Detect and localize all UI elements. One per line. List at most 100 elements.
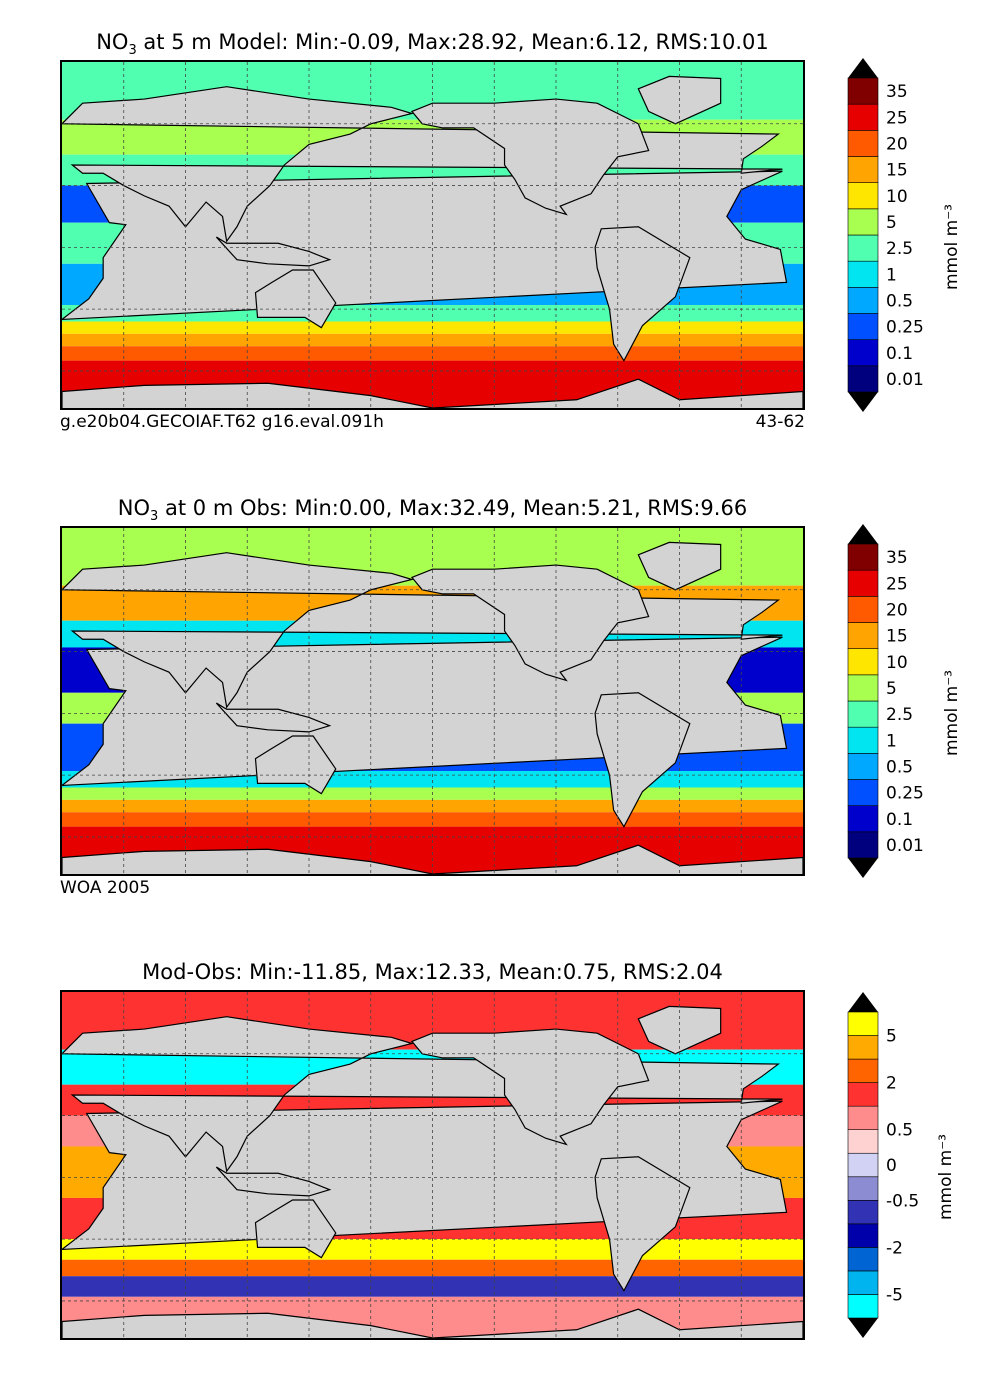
colorbar-tick-label: 2.5: [886, 705, 913, 725]
land-south-america: [594, 1156, 691, 1292]
colorbar-swatch: [847, 1270, 879, 1295]
model-panel: NO3 at 5 m Model: Min:-0.09, Max:28.92, …: [0, 30, 994, 470]
colorbar-swatch: [847, 1152, 879, 1178]
land-eurasia: [62, 1016, 783, 1173]
colorbar-swatch: [847, 130, 879, 157]
colorbar-tick-label: 5: [886, 213, 897, 233]
colorbar-swatch: [847, 156, 879, 183]
colorbar-extend-max: [848, 992, 878, 1012]
colorbar-swatch: [847, 543, 879, 571]
colorbar-swatch: [847, 1011, 879, 1036]
colorbar-tick-label: 0.5: [886, 1121, 913, 1141]
model-title: NO3 at 5 m Model: Min:-0.09, Max:28.92, …: [96, 30, 769, 59]
colorbar-tick-label: -2: [886, 1238, 903, 1258]
colorbar-tick-label: 10: [886, 187, 908, 207]
colorbar-swatch: [847, 753, 879, 780]
obs-colorbar-unit: mmol m⁻³: [942, 670, 962, 756]
colorbar-extend-max: [848, 58, 878, 78]
colorbar-tick-label: -0.5: [886, 1191, 919, 1211]
colorbar-swatch: [847, 287, 879, 314]
colorbar-swatch: [847, 260, 879, 288]
colorbar-tick-label: 35: [886, 548, 908, 568]
colorbar-tick-label: 2: [886, 1074, 897, 1094]
colorbar-tick-label: 0.5: [886, 757, 913, 777]
colorbar-tick-label: 1: [886, 265, 897, 285]
colorbar-swatch: [847, 208, 879, 236]
colorbar-swatch: [847, 313, 879, 340]
colorbar-swatch: [847, 779, 879, 806]
model-years: 43-62: [755, 412, 805, 432]
model-colorbar-unit: mmol m⁻³: [942, 204, 962, 290]
colorbar-swatch: [847, 77, 879, 105]
land-north-america: [410, 1028, 650, 1146]
colorbar-tick-label: -5: [886, 1285, 903, 1305]
land-eurasia: [62, 86, 783, 243]
land-indonesia: [215, 1166, 332, 1197]
colorbar-tick-label: 2.5: [886, 239, 913, 259]
colorbar-swatch: [847, 805, 879, 833]
colorbar-swatch: [847, 569, 879, 597]
colorbar-swatch: [847, 1082, 879, 1107]
colorbar-swatch: [847, 1247, 879, 1272]
colorbar-swatch: [847, 726, 879, 754]
diff-panel: Mod-Obs: Min:-11.85, Max:12.33, Mean:0.7…: [0, 960, 994, 1400]
land-australia: [254, 735, 337, 795]
obs-title: NO3 at 0 m Obs: Min:0.00, Max:32.49, Mea…: [117, 496, 748, 525]
colorbar-swatch: [847, 339, 879, 367]
diff-colorbar: -5 -2 -0.5 0 0.5 2 5: [847, 992, 919, 1338]
colorbar-swatch: [847, 234, 879, 262]
colorbar-tick-label: 0.25: [886, 318, 924, 338]
colorbar-tick-label: 0.25: [886, 784, 924, 804]
model-colorbar: 0.01 0.1 0.25 0.5 1 2.5 5 10 15 20 25 35: [847, 58, 924, 412]
colorbar-swatch: [847, 1200, 879, 1225]
model-run-name: g.e20b04.GECOIAF.T62 g16.eval.091h: [60, 412, 384, 432]
colorbar-tick-label: 10: [886, 653, 908, 673]
diff-map: [60, 990, 805, 1340]
land-south-america: [594, 692, 691, 828]
colorbar-swatch: [847, 1223, 879, 1248]
colorbar-swatch: [847, 1294, 879, 1319]
colorbar-swatch: [847, 182, 879, 210]
land-indonesia: [215, 236, 332, 267]
obs-panel: NO3 at 0 m Obs: Min:0.00, Max:32.49, Mea…: [0, 496, 994, 936]
land-australia: [254, 269, 337, 329]
model-map: [60, 60, 805, 410]
land-north-america: [410, 98, 650, 216]
diff-colorbar-unit: mmol m⁻³: [936, 1134, 956, 1220]
colorbar-extend-min: [848, 1318, 878, 1338]
colorbar-tick-label: 5: [886, 679, 897, 699]
diff-title: Mod-Obs: Min:-11.85, Max:12.33, Mean:0.7…: [142, 960, 723, 984]
colorbar-extend-min: [848, 392, 878, 412]
colorbar-tick-label: 1: [886, 731, 897, 751]
colorbar-extend-min: [848, 858, 878, 878]
colorbar-tick-label: 20: [886, 134, 908, 154]
colorbar-tick-label: 20: [886, 600, 908, 620]
colorbar-tick-label: 0.01: [886, 836, 924, 856]
colorbar-swatch: [847, 700, 879, 728]
colorbar-tick-label: 15: [886, 627, 908, 647]
colorbar-swatch: [847, 1176, 879, 1201]
colorbar-tick-label: 0.1: [886, 344, 913, 364]
colorbar-tick-label: 0.01: [886, 370, 924, 390]
obs-source: WOA 2005: [60, 878, 151, 898]
colorbar-tick-label: 5: [886, 1027, 897, 1047]
obs-map: [60, 526, 805, 876]
colorbar-swatch: [847, 1129, 879, 1154]
obs-colorbar: 0.01 0.1 0.25 0.5 1 2.5 5 10 15 20 25 35: [847, 524, 924, 878]
colorbar-swatch: [847, 622, 879, 649]
colorbar-swatch: [847, 831, 879, 859]
colorbar-tick-label: 15: [886, 161, 908, 181]
colorbar-tick-label: 35: [886, 82, 908, 102]
colorbar-tick-label: 0.5: [886, 291, 913, 311]
land-eurasia: [62, 552, 783, 709]
colorbar-tick-label: 25: [886, 574, 908, 594]
colorbar-swatch: [847, 365, 879, 393]
land-south-america: [594, 226, 691, 362]
colorbar-swatch: [847, 596, 879, 623]
colorbar-swatch: [847, 1105, 879, 1130]
land-north-america: [410, 564, 650, 682]
colorbar-swatch: [847, 103, 879, 131]
colorbar-swatch: [847, 1035, 879, 1060]
colorbar-swatch: [847, 1058, 879, 1083]
land-australia: [254, 1199, 337, 1259]
